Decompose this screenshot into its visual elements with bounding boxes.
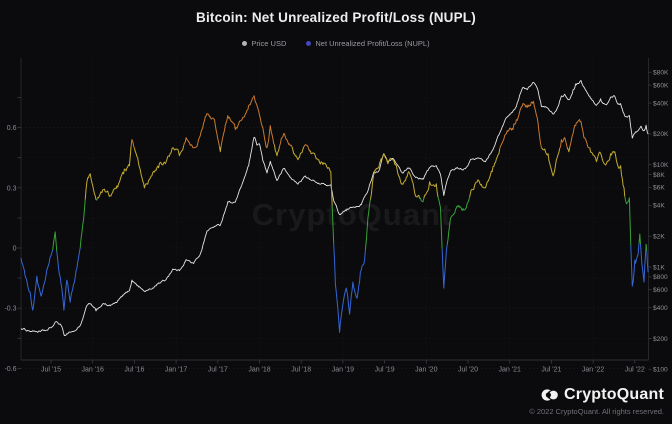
brand-row: CryptoQuant	[529, 386, 664, 404]
x-axis-tick-label: Jul '16	[124, 367, 144, 374]
nupl-line-segment	[419, 197, 425, 203]
price-usd-line	[20, 80, 649, 336]
y-axis-tick-label-right: $80K	[653, 70, 669, 77]
nupl-line-segment	[84, 173, 97, 200]
x-axis-tick-label: Jan '21	[499, 367, 521, 374]
nupl-line-segment	[437, 196, 443, 249]
cryptoquant-logo-icon	[541, 389, 558, 401]
nupl-line-segment	[303, 144, 310, 150]
nupl-line-segment	[253, 95, 275, 149]
x-axis-tick-label: Jul '15	[41, 367, 61, 374]
nupl-line-segment	[130, 139, 135, 149]
legend-swatch-nupl-icon	[306, 41, 312, 46]
nupl-line-segment	[308, 148, 333, 206]
nupl-line-segment	[441, 244, 448, 289]
nupl-line-segment	[630, 243, 640, 287]
x-axis-tick-label: Jan '20	[415, 367, 437, 374]
nupl-line-segment	[364, 199, 371, 250]
nupl-line-segment	[369, 153, 421, 200]
nupl-line-segment	[646, 251, 649, 273]
nupl-line-segment	[624, 196, 632, 246]
nupl-line-segment	[274, 144, 280, 157]
x-axis-tick-label: Jan '19	[332, 367, 354, 374]
legend-item-price-usd[interactable]: Price USD	[242, 39, 286, 48]
y-axis-tick-label-left: 0.6	[7, 125, 17, 132]
y-axis-tick-label-right: $2K	[653, 234, 665, 241]
x-axis-tick-label: Jul '20	[458, 367, 478, 374]
nupl-line-segment	[279, 133, 293, 148]
legend-label-price: Price USD	[251, 39, 287, 48]
x-axis-tick-label: Jul '18	[291, 367, 311, 374]
legend-label-nupl: Net Unrealized Profit/Loss (NUPL)	[315, 39, 430, 48]
nupl-line-segment	[95, 197, 99, 201]
brand-name: CryptoQuant	[564, 386, 664, 403]
y-axis-tick-label-right: $200	[653, 336, 668, 343]
nupl-line-segment	[499, 101, 542, 150]
nupl-line-segment	[183, 113, 220, 149]
legend-swatch-price-icon	[242, 41, 248, 46]
page-title: Bitcoin: Net Unrealized Profit/Loss (NUP…	[196, 10, 476, 25]
nupl-line-segment	[219, 145, 222, 153]
y-axis-tick-label-right: $6K	[653, 185, 665, 192]
nupl-line-segment	[331, 205, 335, 244]
y-axis-tick-label-left: 0	[13, 246, 17, 253]
watermark: CryptoQuant	[252, 197, 452, 232]
chart-legend: Price USD Net Unrealized Profit/Loss (NU…	[0, 39, 672, 48]
nupl-line-segment	[446, 196, 471, 245]
nupl-line-segment	[559, 137, 568, 149]
x-axis-tick-label: Jul '22	[625, 367, 645, 374]
nupl-line-segment	[589, 147, 626, 197]
y-axis-tick-label-right: $800	[653, 274, 668, 281]
x-axis-tick-label: Jul '19	[375, 367, 395, 374]
y-axis-tick-label-right: $40K	[653, 100, 669, 107]
footer: CryptoQuant © 2022 CryptoQuant. All righ…	[529, 386, 664, 416]
nupl-line-segment	[541, 147, 561, 177]
copyright-text: © 2022 CryptoQuant. All rights reserved.	[529, 407, 664, 416]
nupl-line-segment	[333, 243, 366, 333]
x-axis-tick-label: Jan '17	[165, 367, 187, 374]
nupl-line-segment	[97, 146, 132, 199]
nupl-line-segment	[220, 97, 254, 146]
nupl-line-segment	[423, 181, 439, 199]
x-axis-tick-label: Jan '16	[82, 367, 104, 374]
y-axis-tick-label-left: -0.6	[4, 366, 16, 373]
nupl-line-segment	[645, 243, 648, 252]
nupl-line-segment	[469, 148, 501, 197]
y-axis-tick-label-right: $1K	[653, 264, 665, 271]
y-axis-tick-label-right: $8K	[653, 172, 665, 179]
y-axis-tick-label-left: 0.3	[7, 185, 17, 192]
y-axis-tick-label-right: $20K	[653, 131, 669, 138]
nupl-line-segment	[638, 233, 641, 245]
y-axis-tick-label-right: $10K	[653, 162, 669, 169]
nupl-line-segment	[52, 231, 58, 252]
x-axis-tick-label: Jan '18	[248, 367, 270, 374]
x-axis-tick-label: Jul '21	[541, 367, 561, 374]
nupl-line-segment	[79, 199, 86, 249]
y-axis-tick-label-right: $600	[653, 287, 668, 294]
y-axis-tick-label-right: $400	[653, 305, 668, 312]
x-axis-tick-label: Jan '22	[582, 367, 604, 374]
y-axis-tick-label-left: -0.3	[4, 306, 16, 313]
nupl-line-segment	[569, 119, 590, 149]
y-axis-tick-label-right: $60K	[653, 82, 669, 89]
y-axis-tick-label-right: $4K	[653, 203, 665, 210]
nupl-line-segment	[640, 243, 647, 283]
nupl-line-segment	[291, 146, 305, 161]
x-axis-tick-label: Jul '17	[208, 367, 228, 374]
nupl-line-segment	[133, 145, 185, 189]
legend-item-nupl[interactable]: Net Unrealized Profit/Loss (NUPL)	[306, 39, 430, 48]
nupl-line-segment	[20, 249, 54, 311]
y-axis-tick-label-right: $100	[653, 367, 668, 374]
nupl-line-segment	[566, 147, 571, 153]
nupl-line-segment	[56, 247, 81, 311]
